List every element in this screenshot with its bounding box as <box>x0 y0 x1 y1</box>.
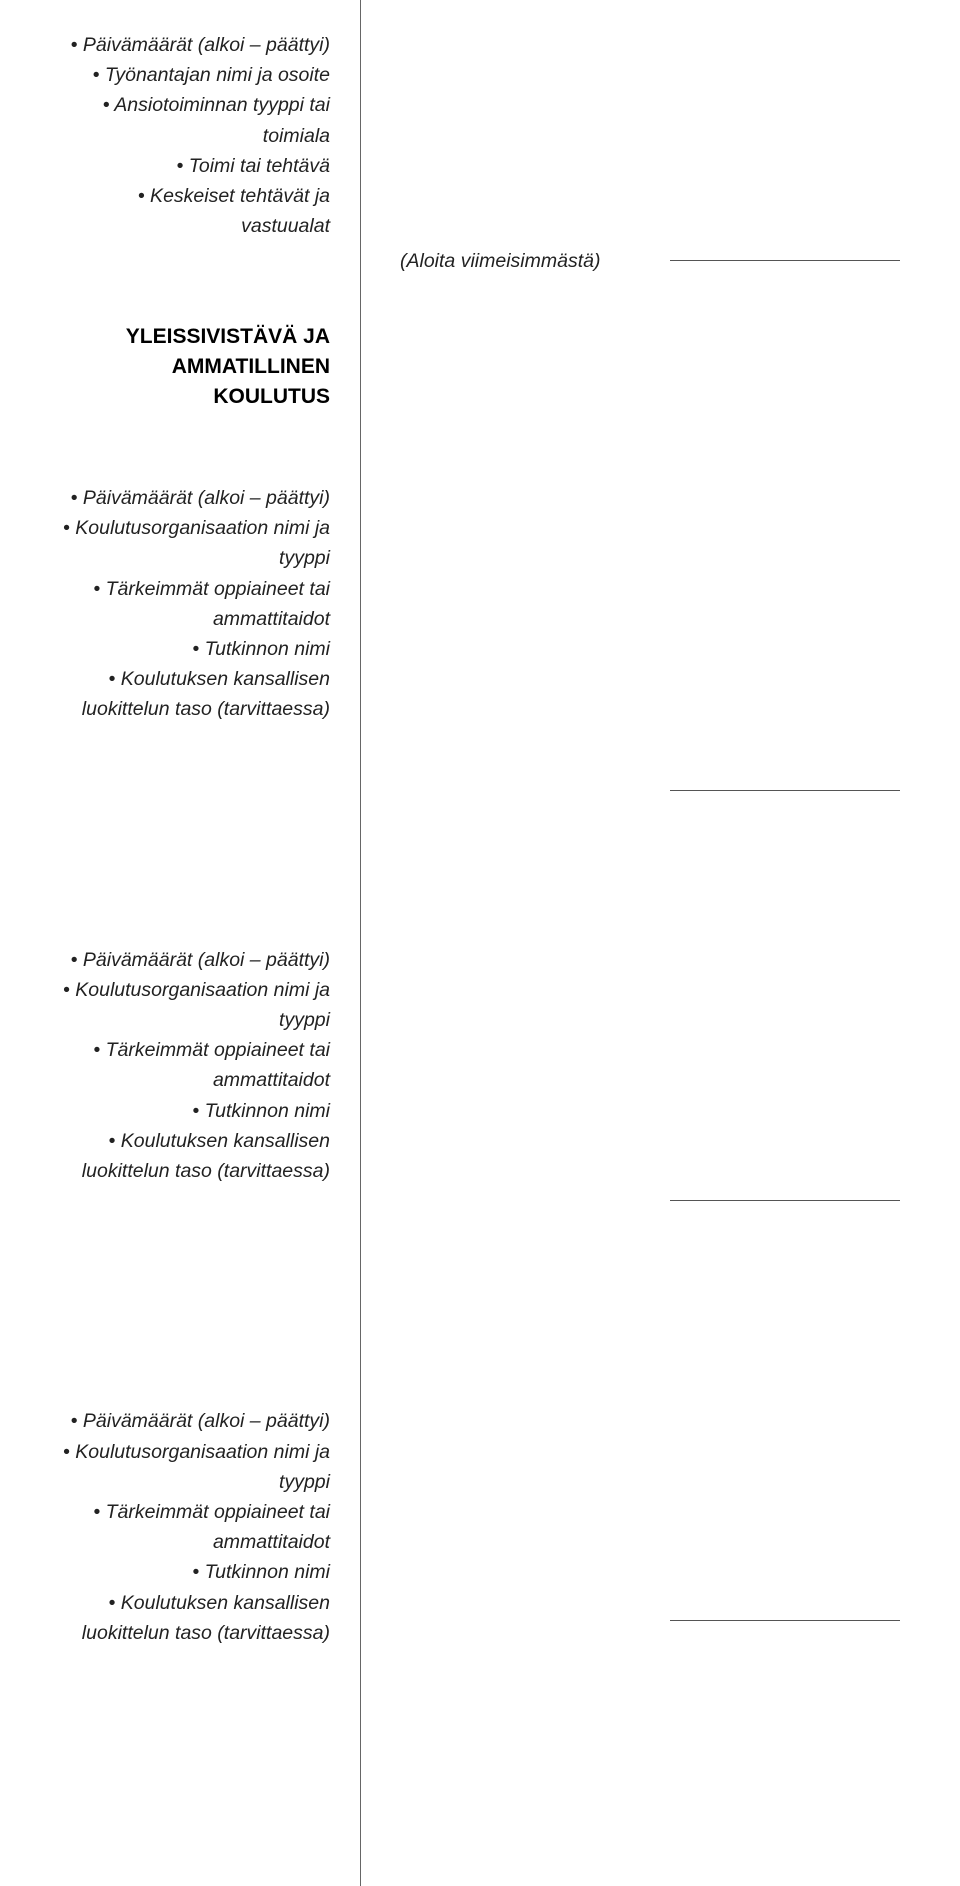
blank-rule-3 <box>670 1200 900 1201</box>
vertical-divider <box>360 0 361 1886</box>
bullet-item: • Tutkinnon nimi <box>60 1557 330 1587</box>
section-title-line1: YLEISSIVISTÄVÄ JA <box>60 322 330 352</box>
bullet-item: • Päivämäärät (alkoi – päättyi) <box>60 483 330 513</box>
bullet-item: • Päivämäärät (alkoi – päättyi) <box>60 1406 330 1436</box>
education-section-heading: YLEISSIVISTÄVÄ JA AMMATILLINEN KOULUTUS <box>60 322 330 413</box>
bullet-item: • Keskeiset tehtävät ja vastuualat <box>60 181 330 241</box>
bullet-item: • Päivämäärät (alkoi – päättyi) <box>60 30 330 60</box>
blank-rule-4 <box>670 1620 900 1621</box>
bullet-item: • Tutkinnon nimi <box>60 1096 330 1126</box>
work-experience-block: • Päivämäärät (alkoi – päättyi) • Työnan… <box>60 30 330 242</box>
spacer <box>60 805 900 945</box>
bullet-item: • Työnantajan nimi ja osoite <box>60 60 330 90</box>
bullet-item: • Tärkeimmät oppiaineet tai ammattitaido… <box>60 574 330 634</box>
spacer <box>60 1266 900 1406</box>
bullet-item: • Tutkinnon nimi <box>60 634 330 664</box>
bullet-item: • Koulutusorganisaation nimi ja tyyppi <box>60 975 330 1035</box>
education-block: • Päivämäärät (alkoi – päättyi) • Koulut… <box>60 483 330 725</box>
bullet-item: • Tärkeimmät oppiaineet tai ammattitaido… <box>60 1497 330 1557</box>
education-block: • Päivämäärät (alkoi – päättyi) • Koulut… <box>60 945 330 1187</box>
education-block: • Päivämäärät (alkoi – päättyi) • Koulut… <box>60 1406 330 1648</box>
section-title-line2: AMMATILLINEN KOULUTUS <box>60 352 330 413</box>
cv-page: • Päivämäärät (alkoi – päättyi) • Työnan… <box>0 0 960 1886</box>
bullet-item: • Koulutuksen kansallisen luokittelun ta… <box>60 1588 330 1648</box>
bullet-item: • Koulutuksen kansallisen luokittelun ta… <box>60 664 330 724</box>
bullet-item: • Koulutusorganisaation nimi ja tyyppi <box>60 1437 330 1497</box>
bullet-item: • Koulutusorganisaation nimi ja tyyppi <box>60 513 330 573</box>
blank-rule-1 <box>670 260 900 261</box>
bullet-item: • Koulutuksen kansallisen luokittelun ta… <box>60 1126 330 1186</box>
bullet-item: • Päivämäärät (alkoi – päättyi) <box>60 945 330 975</box>
bullet-item: • Ansiotoiminnan tyyppi tai toimiala <box>60 90 330 150</box>
section-hint: (Aloita viimeisimmästä) <box>400 250 600 273</box>
bullet-item: • Tärkeimmät oppiaineet tai ammattitaido… <box>60 1035 330 1095</box>
bullet-item: • Toimi tai tehtävä <box>60 151 330 181</box>
blank-rule-2 <box>670 790 900 791</box>
